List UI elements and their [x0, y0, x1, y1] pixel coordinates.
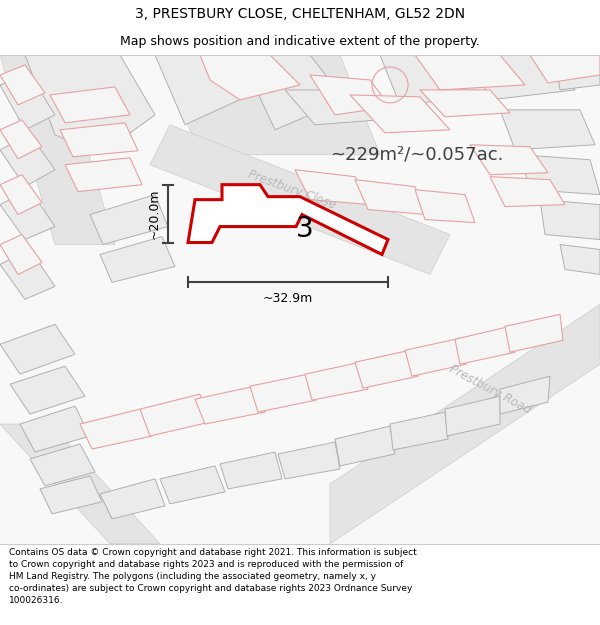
- Polygon shape: [560, 244, 600, 274]
- Polygon shape: [100, 479, 165, 519]
- Polygon shape: [10, 366, 85, 414]
- Polygon shape: [0, 234, 42, 274]
- Text: 3, PRESTBURY CLOSE, CHELTENHAM, GL52 2DN: 3, PRESTBURY CLOSE, CHELTENHAM, GL52 2DN: [135, 7, 465, 21]
- Polygon shape: [0, 120, 42, 159]
- Polygon shape: [295, 170, 370, 204]
- Polygon shape: [555, 55, 600, 90]
- Polygon shape: [155, 55, 250, 125]
- Polygon shape: [415, 189, 475, 222]
- Polygon shape: [520, 155, 600, 194]
- Polygon shape: [420, 90, 510, 117]
- Polygon shape: [0, 249, 55, 299]
- Polygon shape: [80, 409, 152, 449]
- Polygon shape: [200, 55, 300, 100]
- Text: 3: 3: [296, 214, 314, 243]
- Text: Prestbury Close: Prestbury Close: [246, 168, 338, 212]
- Polygon shape: [240, 55, 345, 130]
- Text: Map shows position and indicative extent of the property.: Map shows position and indicative extent…: [120, 35, 480, 48]
- Polygon shape: [505, 314, 563, 352]
- Polygon shape: [445, 396, 500, 436]
- Polygon shape: [470, 55, 575, 100]
- Polygon shape: [335, 426, 395, 466]
- Polygon shape: [25, 55, 155, 155]
- Polygon shape: [0, 75, 55, 130]
- Polygon shape: [100, 236, 175, 282]
- Polygon shape: [40, 476, 102, 514]
- Polygon shape: [310, 75, 390, 115]
- Polygon shape: [305, 362, 368, 400]
- Polygon shape: [405, 338, 466, 376]
- Polygon shape: [500, 110, 595, 150]
- Polygon shape: [188, 184, 388, 254]
- Polygon shape: [285, 90, 380, 125]
- Polygon shape: [455, 326, 515, 364]
- Polygon shape: [0, 424, 160, 544]
- Polygon shape: [0, 324, 75, 374]
- Polygon shape: [0, 135, 55, 187]
- Text: ~32.9m: ~32.9m: [263, 292, 313, 305]
- Polygon shape: [540, 199, 600, 239]
- Polygon shape: [355, 179, 428, 214]
- Polygon shape: [160, 466, 225, 504]
- Text: Prestbury Road: Prestbury Road: [447, 362, 533, 416]
- Polygon shape: [380, 55, 500, 105]
- Polygon shape: [350, 95, 450, 132]
- Polygon shape: [150, 125, 450, 274]
- Polygon shape: [278, 442, 340, 479]
- Polygon shape: [0, 189, 55, 239]
- Text: Contains OS data © Crown copyright and database right 2021. This information is : Contains OS data © Crown copyright and d…: [9, 548, 417, 606]
- Text: ~20.0m: ~20.0m: [148, 188, 161, 239]
- Polygon shape: [20, 406, 90, 452]
- Polygon shape: [160, 55, 380, 155]
- Polygon shape: [0, 65, 45, 105]
- Polygon shape: [30, 444, 95, 486]
- Polygon shape: [140, 394, 210, 436]
- Polygon shape: [0, 55, 115, 244]
- Polygon shape: [355, 350, 418, 388]
- Text: ~229m²/~0.057ac.: ~229m²/~0.057ac.: [330, 146, 503, 164]
- Polygon shape: [60, 123, 138, 157]
- Polygon shape: [415, 55, 525, 90]
- Polygon shape: [90, 194, 168, 244]
- Polygon shape: [490, 177, 565, 207]
- Polygon shape: [65, 158, 142, 192]
- Polygon shape: [220, 452, 282, 489]
- Polygon shape: [530, 55, 600, 83]
- Polygon shape: [0, 175, 42, 214]
- Polygon shape: [390, 412, 448, 450]
- Polygon shape: [50, 87, 130, 123]
- Polygon shape: [470, 145, 548, 175]
- Polygon shape: [195, 386, 265, 424]
- Polygon shape: [330, 304, 600, 544]
- Polygon shape: [250, 374, 316, 412]
- Polygon shape: [500, 376, 550, 414]
